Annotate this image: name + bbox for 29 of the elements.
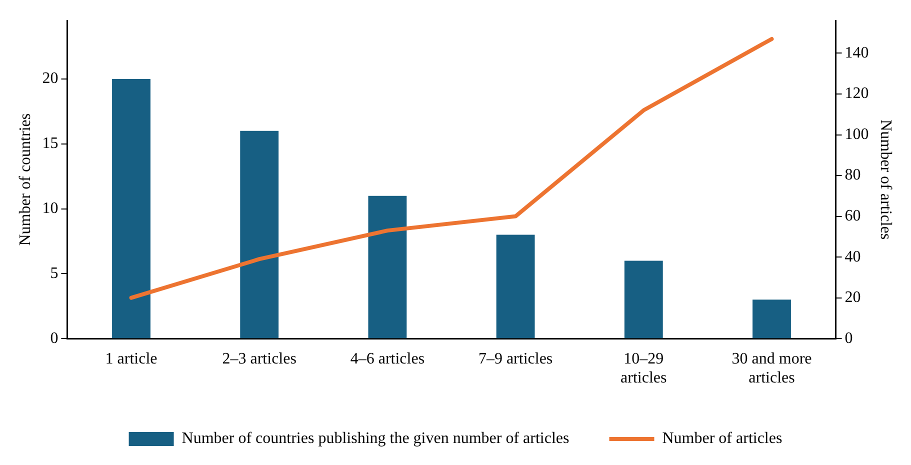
x-tick-label: 1 article bbox=[105, 350, 158, 368]
bar bbox=[496, 234, 535, 338]
y2-tick-label: 120 bbox=[844, 85, 869, 102]
y2-axis-title: Number of articles bbox=[877, 120, 894, 240]
x-tick-label: 10–29 articles bbox=[620, 350, 667, 387]
bar bbox=[624, 260, 663, 338]
bar bbox=[752, 300, 791, 338]
y2-tick-label: 0 bbox=[844, 330, 853, 347]
x-tick-label: 30 and more articles bbox=[732, 350, 812, 387]
x-tick-label: 4–6 articles bbox=[350, 350, 425, 368]
bar bbox=[368, 196, 407, 338]
y2-tick-label: 60 bbox=[844, 207, 861, 224]
y-tick-label: 15 bbox=[42, 135, 58, 152]
y-tick-label: 10 bbox=[42, 200, 58, 218]
y-tick-label: 20 bbox=[42, 70, 58, 88]
y-tick-label: 0 bbox=[50, 330, 58, 347]
y2-tick-label: 20 bbox=[844, 289, 861, 306]
bar bbox=[112, 79, 150, 338]
y2-tick-label: 80 bbox=[844, 166, 861, 184]
y-axis-title: Number of countries bbox=[16, 113, 34, 246]
x-tick-label: 2–3 articles bbox=[222, 350, 296, 368]
y2-tick-label: 140 bbox=[844, 44, 869, 62]
bar bbox=[240, 130, 279, 338]
y-tick-label: 5 bbox=[50, 264, 58, 282]
x-tick-label: 7–9 articles bbox=[478, 350, 553, 368]
y2-tick-label: 100 bbox=[844, 126, 869, 143]
legend-label: Number of countries publishing the given number of articles bbox=[182, 430, 570, 448]
legend-label: Number of articles bbox=[662, 430, 782, 448]
y2-tick-label: 40 bbox=[844, 248, 861, 266]
